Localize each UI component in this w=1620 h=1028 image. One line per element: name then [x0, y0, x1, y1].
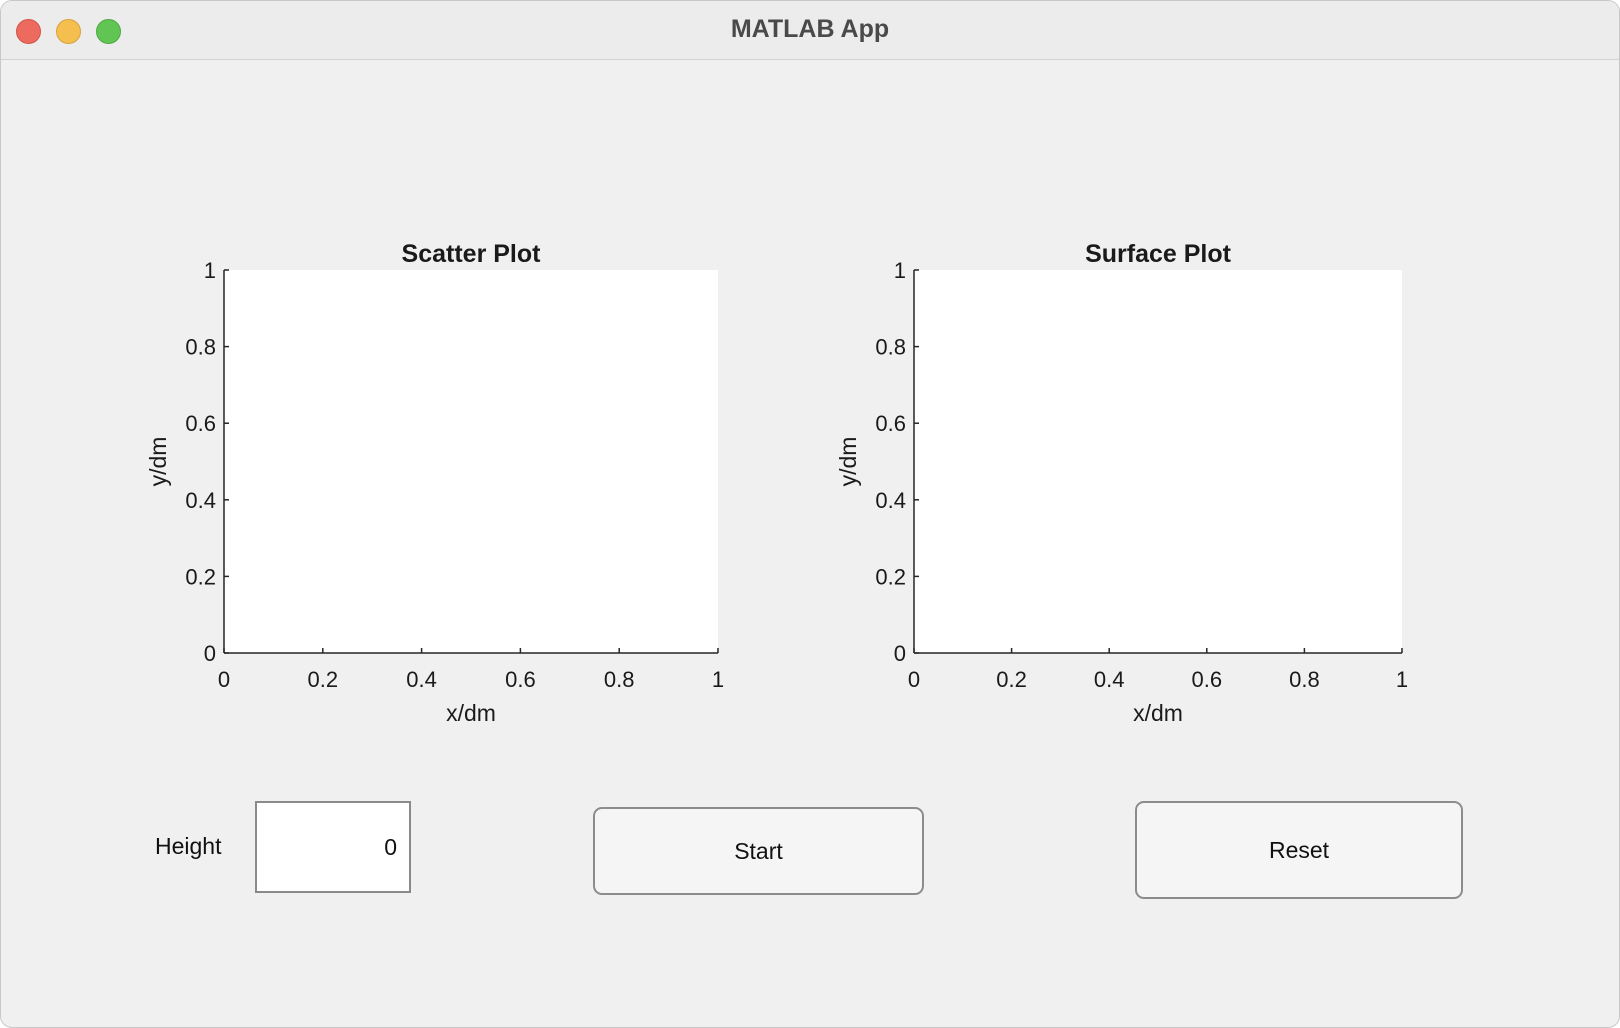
reset-button[interactable]: Reset — [1135, 801, 1463, 899]
x-axis-label: x/dm — [1133, 700, 1183, 726]
y-tick-label: 0.4 — [185, 488, 216, 513]
plot-area — [224, 270, 718, 653]
title-bar: MATLAB App — [1, 1, 1619, 60]
y-tick-label: 0.8 — [875, 335, 906, 360]
x-tick-label: 0.4 — [406, 667, 437, 692]
start-button[interactable]: Start — [593, 807, 924, 895]
window-title: MATLAB App — [730, 15, 890, 43]
close-window-button[interactable] — [16, 19, 41, 44]
x-tick-label: 0.8 — [1289, 667, 1320, 692]
x-tick-label: 1 — [1396, 667, 1408, 692]
plot-area — [914, 270, 1402, 653]
y-tick-label: 0.8 — [185, 335, 216, 360]
x-tick-label: 0.2 — [996, 667, 1027, 692]
x-tick-label: 0 — [218, 667, 230, 692]
minimize-window-button[interactable] — [56, 19, 81, 44]
x-axis-label: x/dm — [446, 700, 496, 726]
x-tick-label: 1 — [712, 667, 724, 692]
plot-title: Scatter Plot — [402, 240, 542, 268]
y-tick-label: 1 — [204, 258, 216, 283]
y-tick-label: 0.6 — [185, 411, 216, 436]
y-tick-label: 0.4 — [875, 488, 906, 513]
y-axis-label: y/dm — [145, 437, 171, 487]
y-axis-label: y/dm — [835, 437, 861, 487]
maximize-window-button[interactable] — [96, 19, 121, 44]
x-tick-label: 0 — [908, 667, 920, 692]
y-tick-label: 0.2 — [875, 564, 906, 589]
x-tick-label: 0.2 — [308, 667, 339, 692]
x-tick-label: 0.4 — [1094, 667, 1125, 692]
y-tick-label: 0.6 — [875, 411, 906, 436]
x-tick-label: 0.6 — [1192, 667, 1223, 692]
y-tick-label: 0.2 — [185, 564, 216, 589]
plot-title: Surface Plot — [1085, 240, 1232, 268]
x-tick-label: 0.6 — [505, 667, 536, 692]
x-tick-label: 0.8 — [604, 667, 635, 692]
height-label: Height — [155, 833, 222, 859]
height-input[interactable] — [255, 801, 411, 893]
y-tick-label: 1 — [894, 258, 906, 283]
y-tick-label: 0 — [204, 641, 216, 666]
y-tick-label: 0 — [894, 641, 906, 666]
